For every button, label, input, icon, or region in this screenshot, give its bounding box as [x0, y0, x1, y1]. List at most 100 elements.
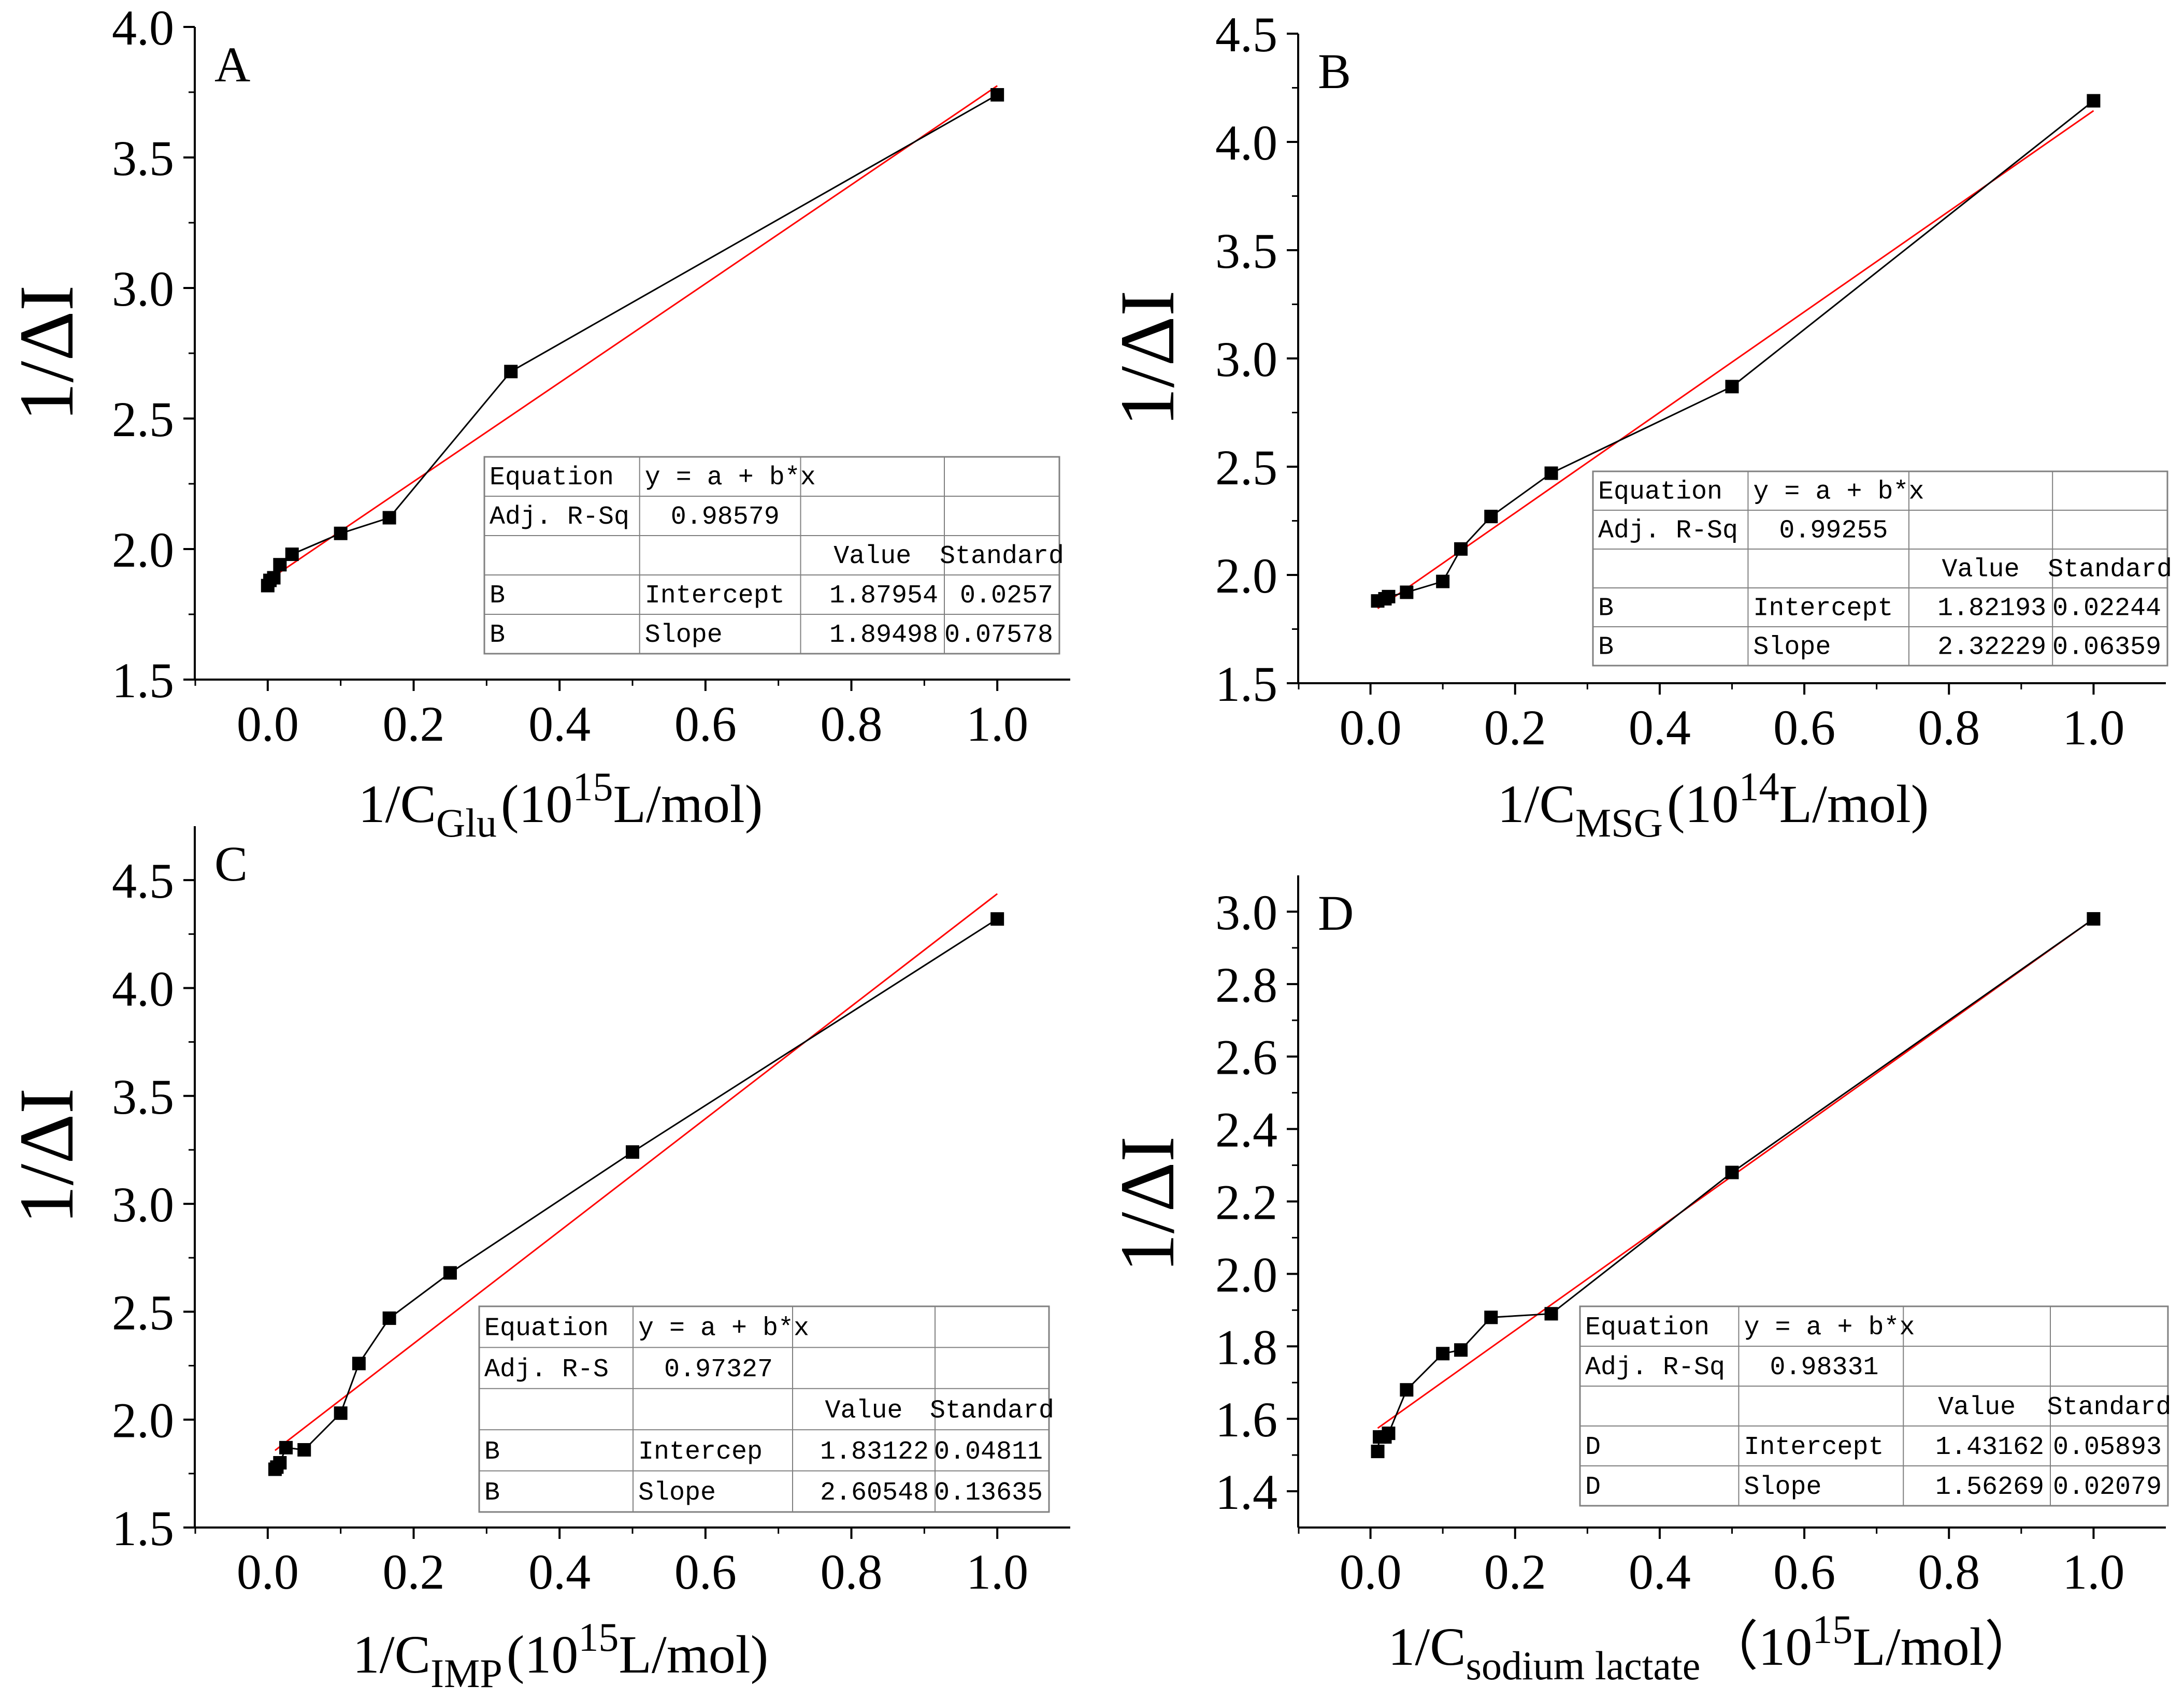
- data-point: [1400, 585, 1414, 599]
- y-tick-label: 4.5: [112, 853, 174, 909]
- x-label-post: L/mol): [619, 1625, 768, 1684]
- y-tick-label: 4.0: [1215, 115, 1277, 170]
- x-tick-label: 0.6: [674, 696, 737, 752]
- table-cell: 1.82193: [1937, 594, 2046, 624]
- data-point: [352, 1357, 366, 1371]
- data-point: [1725, 1165, 1739, 1179]
- table-frame: [1579, 1305, 2169, 1507]
- data-point: [626, 1145, 639, 1159]
- y-tick-label: 2.6: [1215, 1030, 1277, 1085]
- y-tick-label: 3.0: [112, 261, 174, 316]
- x-label-main: 1/C: [353, 1625, 430, 1684]
- y-tick-label: 2.8: [1215, 957, 1277, 1013]
- data-point: [1544, 1307, 1558, 1321]
- x-axis-label: 1/CMSG(1014L/mol): [1498, 764, 1929, 845]
- data-point: [1454, 542, 1468, 556]
- x-tick-label: 0.2: [383, 1544, 445, 1600]
- results-table: Equation y = a + b*x Adj. R-Sq 0.99255 Value…: [1592, 470, 2172, 667]
- table-cell: Value: [1942, 555, 2020, 585]
- data-point: [1382, 589, 1396, 603]
- x-tick-label: 0.0: [1340, 1544, 1402, 1600]
- y-tick-label: 2.0: [1215, 1247, 1277, 1302]
- table-cell: Adj. R-Sq: [1598, 516, 1738, 546]
- data-point: [2087, 912, 2101, 926]
- table-cell: y = a + b*x: [638, 1314, 809, 1344]
- table-cell: B: [484, 1478, 500, 1508]
- table-cell: Intercep: [638, 1437, 763, 1467]
- x-axis-label: 1/CIMP(1015L/mol): [353, 1615, 768, 1696]
- y-tick-label: 3.0: [1215, 332, 1277, 387]
- data-point: [1400, 1383, 1414, 1397]
- x-tick-label: 0.2: [1484, 1544, 1546, 1600]
- x-label-main: 1/C: [358, 774, 436, 834]
- table-cell: Standard: [2047, 1393, 2171, 1422]
- x-tick-label: 0.8: [821, 1544, 883, 1600]
- table-cell: y = a + b*x: [1753, 478, 1924, 507]
- table-cell: Adj. R-Sq: [490, 502, 629, 532]
- y-tick-label: 1.5: [112, 653, 174, 708]
- panel-c: 1.5 2.0 2.5 3.0 3.5 4.0 4.5 0.0 0.2 0.4 0.6 0.8 1.0 C…: [4, 826, 1070, 1696]
- x-tick-label: 0.4: [1629, 700, 1691, 755]
- data-point: [279, 1440, 293, 1454]
- table-cell: y = a + b*x: [1744, 1313, 1915, 1343]
- table-cell: 0.13635: [934, 1478, 1043, 1508]
- x-label-post: L/mol): [1779, 774, 1929, 834]
- table-cell: 1.83122: [820, 1437, 929, 1467]
- table-cell: B: [1598, 633, 1614, 662]
- table-cell: D: [1585, 1473, 1601, 1502]
- data-point: [1436, 574, 1450, 588]
- table-frame: [478, 1305, 1050, 1513]
- y-tick-label: 2.0: [112, 522, 174, 578]
- data-point: [297, 1443, 311, 1457]
- table-frame: [483, 456, 1060, 655]
- table-cell: 0.02244: [2052, 594, 2161, 624]
- table-cell: Slope: [1744, 1473, 1821, 1502]
- x-tick-label: 1.0: [966, 696, 1028, 752]
- y-tick-label: 1.4: [1215, 1464, 1277, 1520]
- table-cell: 0.98579: [671, 502, 780, 532]
- y-axis-label: 1/ΔI: [4, 285, 90, 421]
- x-tick-label: 0.6: [1773, 1544, 1835, 1600]
- results-table: Equation y = a + b*x Adj. R-Sq 0.98579 Value…: [483, 456, 1064, 655]
- data-point: [2087, 94, 2101, 108]
- table-cell: Value: [1938, 1393, 2016, 1422]
- panel-b: 1.5 2.0 2.5 3.0 3.5 4.0 4.5 0.0 0.2 0.4 0.6 0.8 1.0 B…: [1104, 7, 2172, 845]
- table-frame: [1592, 470, 2168, 667]
- panel-label: D: [1318, 885, 1354, 941]
- x-tick-label: 0.4: [528, 1544, 591, 1600]
- data-point: [334, 1406, 348, 1420]
- x-tick-label: 0.0: [1340, 700, 1402, 755]
- x-tick-label: 0.4: [1629, 1544, 1691, 1600]
- table-cell: 1.87954: [829, 581, 938, 611]
- table-cell: 2.32229: [1937, 633, 2046, 662]
- table-cell: Standard: [930, 1396, 1054, 1425]
- data-point: [1382, 1427, 1396, 1440]
- table-cell: 1.43162: [1935, 1433, 2044, 1462]
- fit-line: [1377, 110, 2094, 609]
- data-point: [273, 558, 287, 572]
- table-cell: 0.98331: [1770, 1353, 1878, 1382]
- table-cell: Standard: [940, 542, 1064, 571]
- table-cell: Intercept: [645, 581, 785, 611]
- table-cell: 0.07578: [944, 621, 1053, 650]
- y-tick-label: 1.5: [112, 1501, 174, 1556]
- table-cell: 0.05893: [2053, 1433, 2162, 1462]
- x-label-post: L/mol）: [1852, 1617, 2038, 1677]
- data-point: [504, 365, 518, 379]
- table-cell: Slope: [1753, 633, 1831, 662]
- table-cell: Equation: [1598, 478, 1722, 507]
- y-tick-label: 3.0: [112, 1177, 174, 1232]
- table-cell: 0.06359: [2052, 633, 2161, 662]
- data-point: [1484, 510, 1498, 524]
- table-cell: Equation: [484, 1314, 609, 1344]
- x-tick-label: 0.2: [383, 696, 445, 752]
- table-cell: Value: [825, 1396, 902, 1425]
- table-cell: Adj. R-S: [484, 1355, 609, 1385]
- data-point: [285, 548, 299, 561]
- panel-label: B: [1318, 44, 1351, 99]
- x-tick-label: 0.8: [1918, 1544, 1980, 1600]
- x-axis-label: 1/Csodium lactate（1015L/mol）: [1388, 1607, 2038, 1688]
- x-tick-label: 0.6: [674, 1544, 737, 1600]
- data-point: [1544, 466, 1558, 480]
